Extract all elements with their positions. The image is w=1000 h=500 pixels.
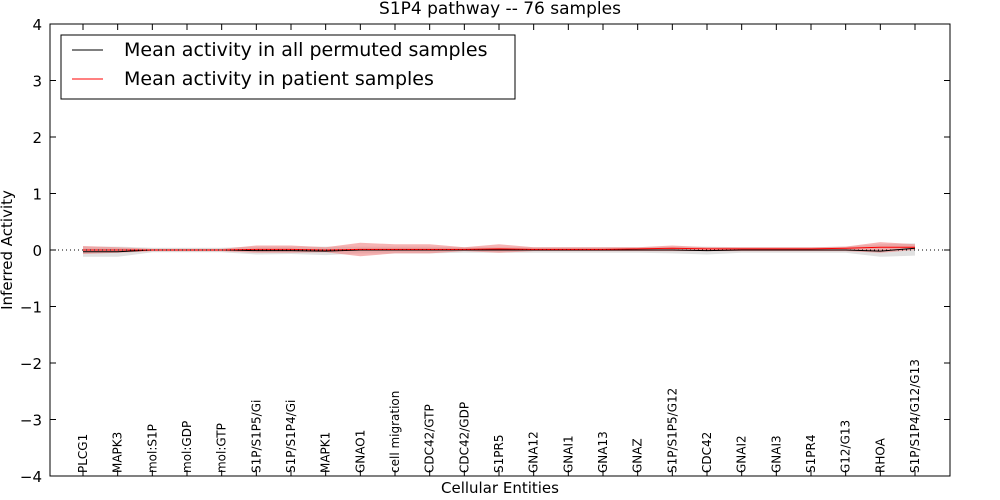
x-ticks: [82, 24, 916, 476]
x-axis-label: Cellular Entities: [441, 479, 559, 497]
x-tick-label: MAPK3: [111, 432, 125, 473]
x-tick-label: PLCG1: [76, 434, 90, 473]
y-tick-label: 2: [32, 129, 42, 147]
x-tick-label: GNAI2: [735, 435, 749, 473]
y-tick-label: 4: [32, 16, 42, 34]
x-tick-label: GNA12: [527, 431, 541, 473]
x-tick-label: GNAO1: [353, 430, 367, 473]
plot-frame: [49, 23, 951, 477]
y-axis-label: Inferred Activity: [0, 190, 16, 310]
y-tick-label: −3: [20, 412, 42, 430]
y-tick-label: −2: [20, 355, 42, 373]
x-tick-label: mol:S1P: [145, 424, 159, 473]
y-tick-label: 3: [32, 73, 42, 91]
x-tick-label: GNAI1: [561, 435, 575, 473]
x-tick-label: S1PR4: [804, 435, 818, 473]
x-tick-label: S1P/S1P4/Gi: [284, 400, 298, 473]
x-tick-label: cell migration: [388, 391, 402, 473]
y-tick-label: 1: [32, 186, 42, 204]
x-tick-label: CDC42/GTP: [423, 404, 437, 473]
x-tick-label: GNAI3: [769, 435, 783, 473]
x-tick-label: GNA13: [596, 431, 610, 473]
x-tick-label: MAPK1: [319, 432, 333, 473]
legend: Mean activity in all permuted samples Me…: [60, 34, 516, 100]
legend-box: [60, 34, 516, 100]
legend-label-permuted: Mean activity in all permuted samples: [124, 39, 487, 61]
series-lines: [50, 246, 950, 253]
line-patient: [83, 246, 915, 251]
x-tick-label: mol:GTP: [215, 423, 229, 473]
y-tick-label: 0: [32, 242, 42, 260]
x-tick-label: CDC42: [700, 432, 714, 473]
x-tick-label: CDC42/GDP: [457, 402, 471, 473]
confidence-bands: [83, 242, 915, 257]
x-tick-label: S1P/S1P5/Gi: [249, 400, 263, 473]
x-tick-label: G12/G13: [839, 420, 853, 473]
x-tick-label: mol:GDP: [180, 421, 194, 473]
x-tick-label: S1P/S1P5/G12: [665, 388, 679, 473]
y-tick-label: −1: [20, 299, 42, 317]
y-tick-label: −4: [20, 468, 42, 486]
x-tick-label: GNAZ: [631, 438, 645, 473]
x-tick-label: S1PR5: [492, 435, 506, 473]
legend-label-patient: Mean activity in patient samples: [124, 68, 434, 90]
y-ticks: 4 3 2 1 0 −1 −2 −3 −4: [20, 16, 950, 486]
x-tick-labels: PLCG1 MAPK3 mol:S1P mol:GDP mol:GTP S1P/S1P5/…: [76, 359, 922, 473]
x-tick-label: RHOA: [873, 437, 887, 473]
chart-title: S1P4 pathway -- 76 samples: [379, 0, 621, 19]
x-tick-label: S1P/S1P4/G12/G13: [908, 359, 922, 473]
